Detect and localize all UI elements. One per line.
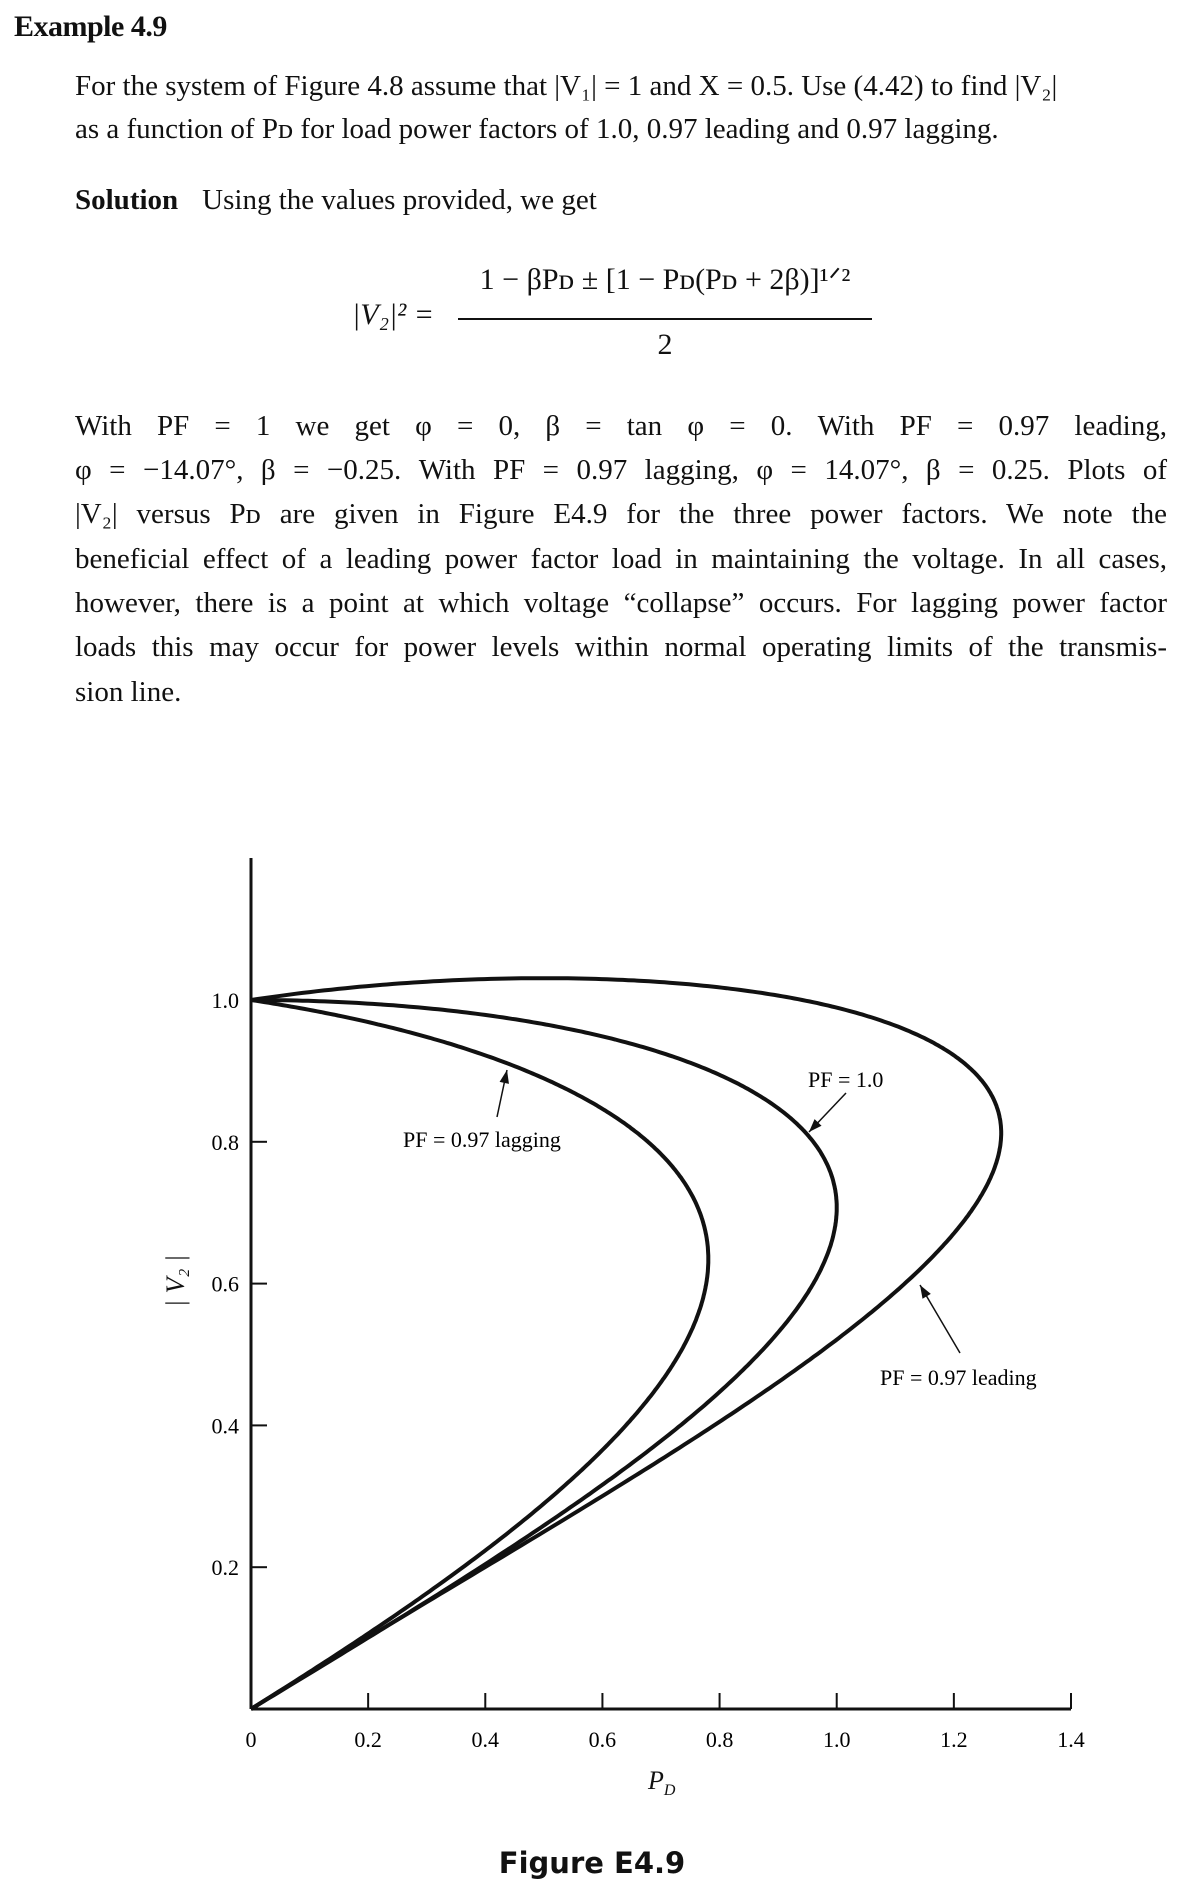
y-tick-label: 0.2 [212, 1555, 240, 1580]
series-curve [249, 998, 839, 1711]
x-tick-label: 0.2 [354, 1727, 382, 1752]
x-tick-label: 0 [246, 1727, 257, 1752]
series-curve [249, 998, 711, 1711]
x-axis-label-sub: D [663, 1782, 676, 1800]
arrowhead-icon [920, 1285, 931, 1299]
y-tick-label: 0.6 [212, 1272, 240, 1297]
figure-caption: Figure E4.9 [498, 1846, 686, 1880]
text-line: For the system of Figure 4.8 assume that… [75, 70, 1058, 102]
y-tick-label: 1.0 [212, 988, 240, 1013]
solution-text: Using the values provided, we get [202, 184, 597, 216]
text-line: φ = −14.07°, β = −0.25. With PF = 0.97 l… [75, 454, 1167, 486]
x-tick-label: 0.6 [589, 1727, 617, 1752]
arrowhead-icon [499, 1070, 509, 1084]
series-annotation: PF = 1.0 [808, 1067, 883, 1092]
x-tick-label: 1.0 [823, 1727, 851, 1752]
solution-line: Solution Using the values provided, we ge… [75, 184, 597, 217]
x-tick-label: 0.4 [472, 1727, 500, 1752]
x-axis-label-main: P [648, 1766, 664, 1795]
equation-denominator: 2 [657, 328, 673, 361]
solution-label: Solution [75, 184, 179, 216]
series-curve [249, 976, 1004, 1711]
text-line: loads this may occur for power levels wi… [75, 631, 1167, 663]
equation-lhs: |V₂|² = [352, 298, 434, 331]
series-annotation: PF = 0.97 lagging [403, 1127, 561, 1152]
y-tick-label: 0.8 [212, 1130, 240, 1155]
example-title: Example 4.9 [14, 10, 167, 43]
x-axis-label: PD [648, 1766, 675, 1800]
y-tick-label: 0.4 [212, 1413, 240, 1438]
x-tick-label: 1.4 [1057, 1727, 1085, 1752]
y-axis-label: | V₂ | [161, 1254, 191, 1308]
text-line: however, there is a point at which volta… [75, 587, 1167, 619]
x-tick-label: 1.2 [940, 1727, 968, 1752]
text-line: |V₂| versus Pᴅ are given in Figure E4.9 … [75, 498, 1167, 530]
equation-numerator: 1 − βPᴅ ± [1 − Pᴅ(Pᴅ + 2β)]¹ᐟ² [479, 263, 851, 296]
x-tick-label: 0.8 [706, 1727, 734, 1752]
text-line: With PF = 1 we get φ = 0, β = tan φ = 0.… [75, 410, 1167, 442]
fraction-bar [458, 318, 872, 320]
text-line: sion line. [75, 676, 182, 708]
arrowhead-icon [809, 1119, 822, 1132]
text-line: as a function of Pᴅ for load power facto… [75, 113, 999, 145]
text-line: beneficial effect of a leading power fac… [75, 543, 1167, 575]
series-annotation: PF = 0.97 leading [880, 1365, 1037, 1390]
